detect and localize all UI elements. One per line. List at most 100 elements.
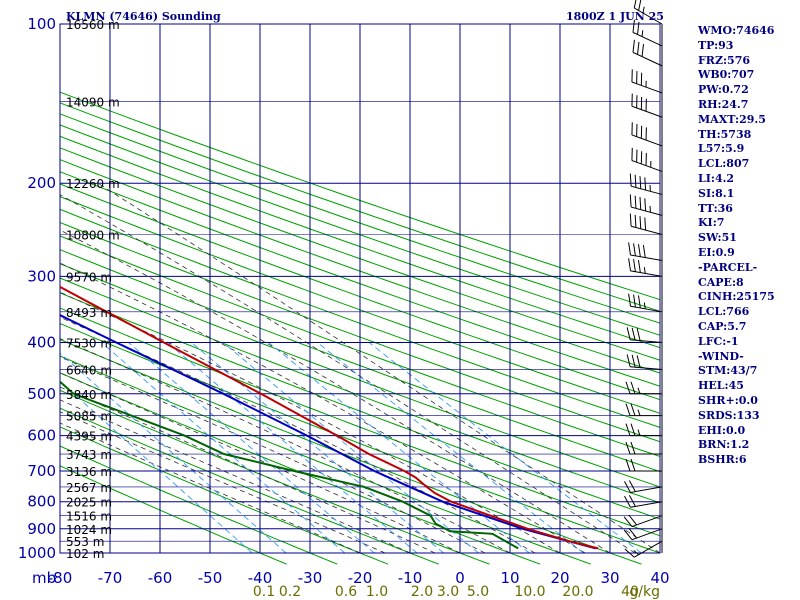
barb-flag	[636, 355, 641, 368]
dry-adiabat	[60, 196, 660, 414]
temperature-tick-label: -30	[298, 569, 323, 587]
index-item: SW:51	[698, 231, 737, 245]
barb-flag	[641, 43, 645, 57]
temperature-tick-label: -50	[198, 569, 223, 587]
temperature-tick-label: 30	[600, 569, 619, 587]
dry-adiabat	[60, 171, 660, 387]
pressure-unit-label: mb	[32, 569, 56, 587]
barb-half-flag	[643, 267, 646, 274]
index-item: WMO:74646	[698, 24, 775, 37]
barb-flag	[634, 174, 637, 188]
barb-flag	[626, 327, 631, 340]
height-label: 553 m	[66, 535, 104, 549]
index-item: TH:5738	[698, 127, 752, 141]
dry-adiabat	[60, 208, 660, 428]
index-item: LI:4.2	[698, 171, 735, 185]
barb-shaft	[630, 270, 663, 277]
barb-flag	[623, 516, 633, 527]
wind-barb	[626, 354, 663, 371]
wind-barb	[625, 381, 662, 395]
index-item: BRN:1.2	[698, 438, 750, 452]
dry-adiabat	[60, 426, 389, 565]
barb-half-flag	[633, 550, 639, 556]
height-label: 4395 m	[66, 430, 112, 444]
height-label: 9570 m	[66, 270, 112, 284]
barb-flag	[631, 354, 636, 368]
height-label: 3136 m	[66, 465, 112, 479]
height-label: 1024 m	[66, 523, 112, 537]
barb-flag	[628, 514, 638, 526]
index-item: RH:24.7	[698, 97, 749, 111]
index-item: LCL:766	[698, 305, 750, 319]
barb-flag	[644, 217, 647, 231]
barb-flag	[630, 423, 636, 436]
wind-barb	[631, 147, 663, 172]
wind-barb	[628, 293, 663, 313]
barb-shaft	[630, 206, 663, 216]
pressure-label: 800	[27, 493, 56, 511]
wind-barb	[631, 69, 663, 94]
stability-index-panel: WMO:74646 TP:93 FRZ:576 WB0:707 PW:0.72 RH:24…	[698, 24, 798, 468]
index-item: HEL:45	[698, 379, 744, 393]
dry-adiabat	[60, 249, 660, 473]
mixing-ratio-label: 40	[621, 584, 639, 600]
mixing-ratio-unit: g/kg	[629, 584, 660, 600]
height-label: 5840 m	[66, 388, 112, 402]
index-item: PW:0.72	[698, 83, 749, 97]
barb-flag	[633, 259, 636, 272]
barb-flag	[634, 195, 637, 209]
barb-flag	[628, 242, 631, 256]
wind-barb	[625, 423, 662, 437]
barb-shaft	[630, 486, 663, 493]
wind-barb	[625, 403, 662, 417]
barb-half-flag	[637, 409, 641, 416]
wind-barb	[625, 441, 662, 455]
temperature-tick-label: -20	[348, 569, 373, 587]
mixing-ratio-line	[191, 342, 444, 554]
wind-barb	[633, 0, 663, 25]
mixing-ratio-label: 3.0	[437, 584, 459, 600]
pressure-label: 500	[27, 385, 56, 403]
dry-adiabat	[60, 263, 660, 488]
temperature-tick-label: -60	[148, 569, 173, 587]
index-item: CAPE:8	[698, 275, 744, 289]
barb-flag	[644, 177, 647, 191]
index-item: EI:0.9	[698, 245, 735, 259]
index-item: SHR+:0.0	[698, 393, 758, 407]
wind-barb	[629, 194, 663, 216]
temperature-tick-label: -10	[398, 569, 423, 587]
index-item: -WIND-	[698, 349, 744, 363]
pressure-label: 200	[27, 174, 56, 192]
mixing-ratio-line	[268, 342, 530, 554]
dry-adiabat	[60, 445, 338, 565]
barb-shaft	[630, 339, 663, 343]
dry-adiabat	[60, 323, 660, 554]
index-item: -PARCEL-	[698, 260, 758, 274]
barb-flag	[633, 294, 636, 308]
height-label: 10800 m	[66, 229, 120, 243]
barb-flag	[626, 354, 631, 367]
dry-adiabat	[60, 307, 660, 537]
barb-flag	[628, 293, 631, 307]
mixing-ratio-label: 0.2	[279, 584, 301, 600]
height-label: 14090 m	[66, 95, 120, 109]
barb-half-flag	[637, 387, 641, 394]
mixing-ratio-label: 1.0	[366, 584, 388, 600]
barb-flag	[630, 403, 636, 416]
barb-shaft	[632, 51, 663, 67]
height-label: 16560 m	[66, 18, 120, 32]
barb-flag	[632, 39, 635, 53]
dry-adiabat	[60, 147, 660, 361]
index-item: SRDS:133	[698, 408, 760, 422]
mixing-ratio-label: 5.0	[467, 584, 489, 600]
barb-shaft	[631, 81, 663, 94]
barb-shaft	[632, 31, 663, 47]
temperature-tick-label: 20	[550, 569, 569, 587]
barb-flag	[624, 495, 631, 508]
barb-flag	[636, 328, 641, 341]
parcel-trace	[60, 313, 596, 550]
moist-adiabat	[60, 399, 411, 554]
adiabat-lines	[60, 91, 660, 565]
barb-flag	[629, 194, 632, 208]
